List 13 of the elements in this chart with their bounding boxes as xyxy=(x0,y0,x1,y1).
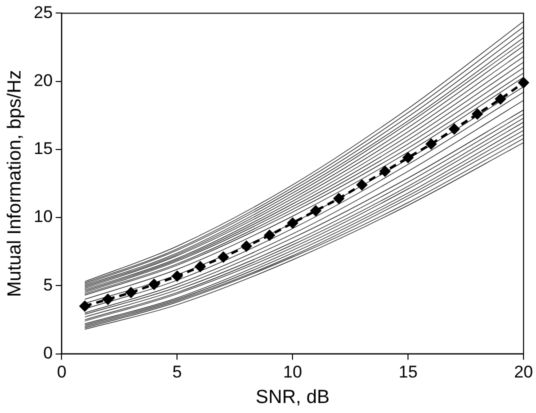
y-tick-label: 5 xyxy=(43,275,53,294)
y-axis-title: Mutual Information, bps/Hz xyxy=(4,70,26,298)
y-tick-label: 0 xyxy=(43,343,53,362)
x-tick-label: 10 xyxy=(283,362,302,382)
y-tick-label: 10 xyxy=(34,207,53,226)
y-tick-label: 20 xyxy=(34,71,53,90)
x-tick-label: 0 xyxy=(56,362,66,382)
x-tick-label: 5 xyxy=(172,362,182,382)
y-tick-label: 25 xyxy=(34,2,53,22)
x-tick-label: 15 xyxy=(398,362,418,382)
x-tick-label: 20 xyxy=(514,362,534,382)
x-axis-title: SNR, dB xyxy=(256,386,330,408)
y-tick-label: 15 xyxy=(34,139,53,158)
